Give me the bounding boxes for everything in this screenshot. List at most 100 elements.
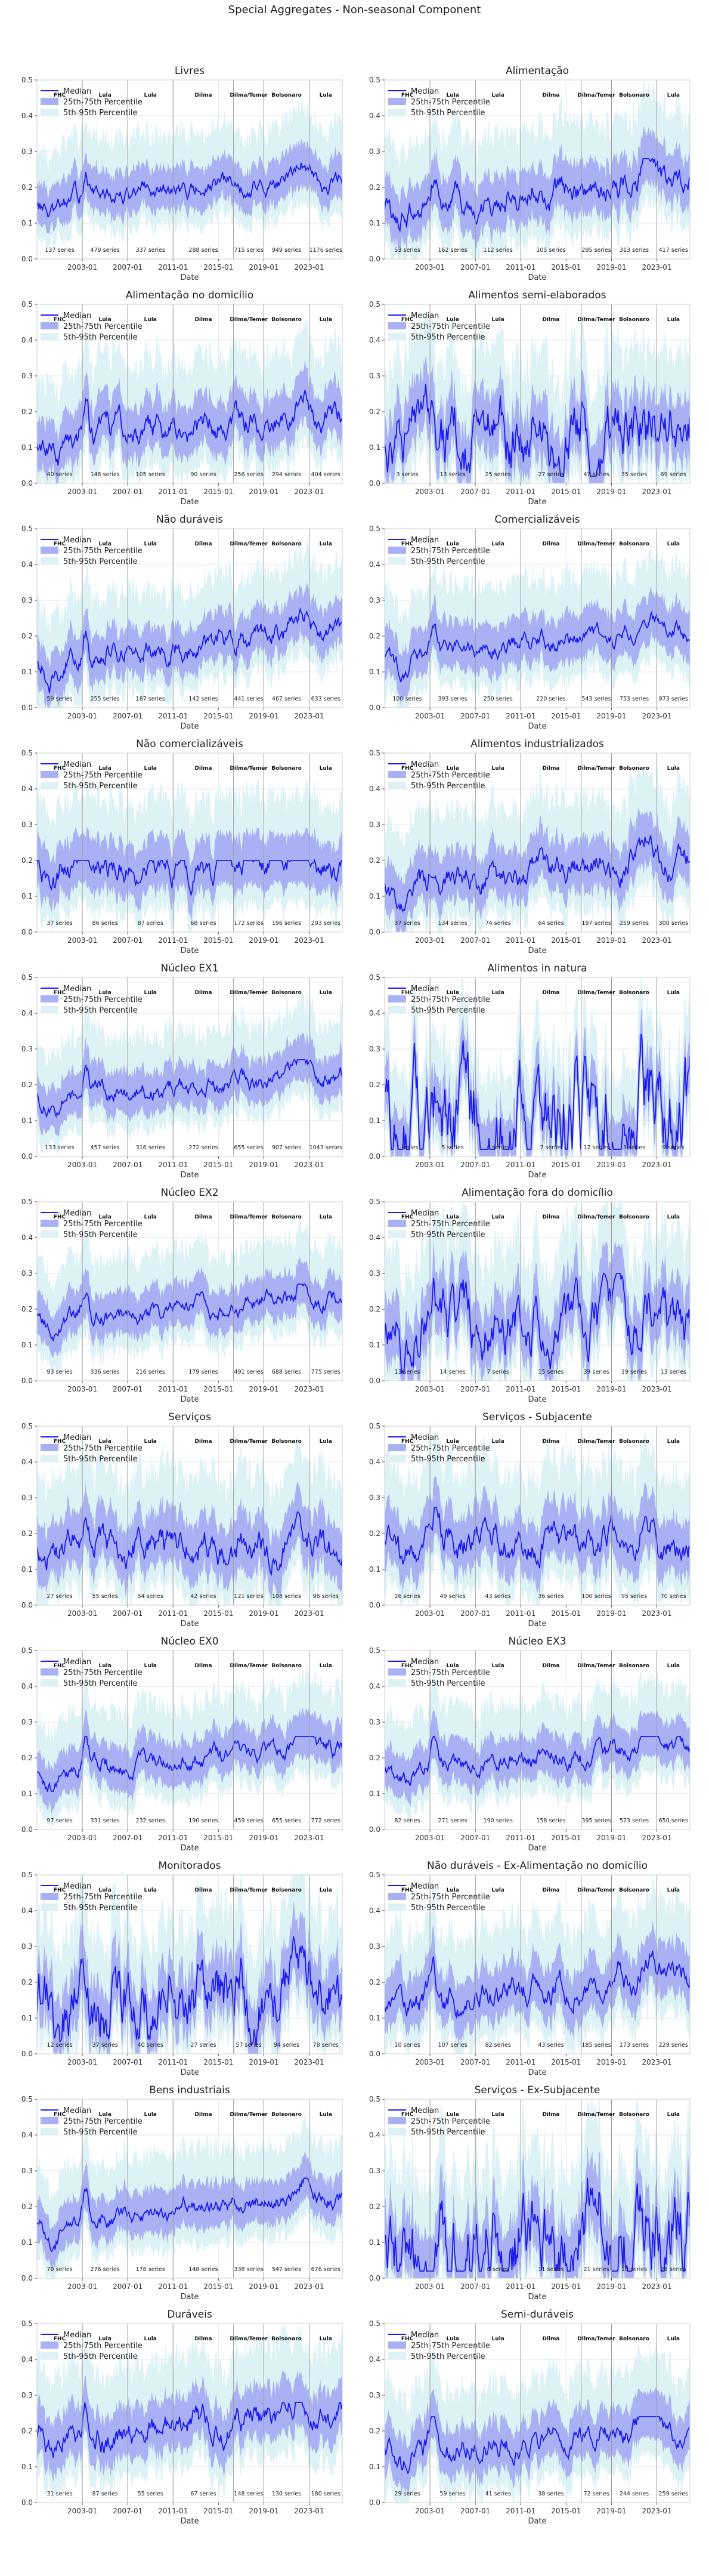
- y-tick-label: 0.2: [369, 2427, 380, 2435]
- x-tick-label: 2015-01: [551, 1161, 581, 1169]
- panel: FHC 1 series Lula 5 series Lula 6 series Dilma…: [369, 962, 691, 1180]
- y-tick-label: 0.1: [369, 2014, 380, 2022]
- era-label: Lula: [492, 541, 504, 547]
- legend-swatch-p5-95: [41, 1006, 58, 1013]
- x-tick-label: 2023-01: [294, 936, 324, 945]
- x-tick-label: 2015-01: [203, 936, 233, 945]
- legend-label: Median: [411, 536, 439, 545]
- series-count: 295 series: [581, 247, 611, 254]
- x-tick-label: 2015-01: [551, 1609, 581, 1618]
- y-tick-label: 0.5: [21, 525, 33, 533]
- era-label: Bolsonaro: [271, 1439, 302, 1445]
- series-count: 173 series: [620, 2042, 649, 2049]
- legend-swatch-iqr: [41, 995, 58, 1002]
- legend-swatch-p5-95: [388, 557, 406, 564]
- series-count: 64 series: [538, 920, 564, 927]
- legend-swatch-iqr: [388, 1220, 406, 1227]
- era-label: Bolsonaro: [271, 2112, 302, 2118]
- plot-frame: [36, 1201, 343, 1381]
- legend-swatch-p5-95: [388, 1904, 406, 1911]
- x-tick-label: 2015-01: [551, 2282, 581, 2291]
- series-count: 36 series: [538, 1593, 564, 1600]
- median-line: [385, 384, 690, 477]
- series-count: 68 series: [190, 920, 216, 927]
- x-tick-label: 2011-01: [506, 2282, 535, 2291]
- era-label: Lula: [144, 1663, 157, 1669]
- x-tick-label: 2003-01: [415, 2507, 445, 2515]
- x-tick-label: 2007-01: [460, 2282, 490, 2291]
- x-tick-label: 2019-01: [249, 712, 278, 720]
- y-tick-label: 0.4: [369, 785, 380, 793]
- x-tick-label: 2003-01: [415, 2282, 445, 2291]
- series-count: 158 series: [536, 1818, 565, 1824]
- era-label: Dilma/Temer: [230, 1214, 268, 1220]
- era-label: Dilma/Temer: [230, 1663, 268, 1669]
- era-label: Dilma/Temer: [230, 1887, 268, 1893]
- panel-title: Semi-duráveis: [501, 2309, 574, 2321]
- x-tick-label: 2019-01: [249, 2282, 278, 2291]
- x-tick-label: 2023-01: [642, 2282, 671, 2291]
- x-tick-label: 2023-01: [642, 712, 671, 720]
- y-tick-label: 0.0: [369, 479, 380, 488]
- y-tick-label: 0.3: [369, 596, 380, 604]
- era-label: FHC: [401, 990, 414, 996]
- y-tick-label: 0.3: [369, 1718, 380, 1726]
- x-tick-label: 2015-01: [551, 712, 581, 720]
- band-25th-75th-percentile: [385, 1009, 690, 1156]
- x-tick-label: 2011-01: [506, 1609, 535, 1618]
- y-tick-label: 0.3: [369, 2391, 380, 2399]
- era-label: Lula: [144, 1439, 157, 1445]
- y-tick-label: 0.3: [21, 596, 33, 604]
- y-tick-label: 0.5: [369, 2319, 380, 2328]
- series-count: 6 series: [487, 1144, 509, 1151]
- series-count: 18 series: [621, 2266, 647, 2273]
- era-label: Lula: [492, 1887, 504, 1893]
- panels-grid: FHC 137 series Lula 479 series Lula 337 serie…: [21, 65, 691, 2526]
- y-tick-label: 0.5: [369, 973, 380, 982]
- era-label: Lula: [320, 317, 332, 323]
- y-tick-label: 0.0: [369, 1152, 380, 1161]
- era-label: Dilma: [194, 1663, 212, 1669]
- x-tick-label: 2019-01: [596, 712, 626, 720]
- x-tick-label: 2003-01: [67, 2507, 97, 2515]
- legend-label: 25th-75th Percentile: [411, 322, 490, 331]
- x-tick-label: 2003-01: [67, 1385, 97, 1393]
- era-label: Bolsonaro: [271, 1663, 302, 1669]
- panel: FHC 53 series Lula 162 series Lula 112 series…: [369, 65, 691, 282]
- legend-swatch-iqr: [41, 2341, 58, 2349]
- series-count: 59 series: [47, 696, 72, 702]
- era-label: Dilma: [542, 1439, 559, 1445]
- y-tick-label: 0.4: [21, 1682, 33, 1690]
- series-count: 112 series: [484, 247, 513, 254]
- band-25th-75th-percentile: [37, 827, 342, 922]
- series-count: 97 series: [47, 1818, 72, 1824]
- x-tick-label: 2003-01: [415, 1834, 445, 1842]
- y-tick-label: 0.1: [369, 892, 380, 900]
- series-count: 338 series: [234, 2266, 263, 2273]
- era-label: Lula: [98, 92, 111, 98]
- legend-label: 5th-95th Percentile: [411, 1679, 485, 1688]
- band-25th-75th-percentile: [37, 1900, 342, 2054]
- x-tick-label: 2007-01: [113, 1161, 143, 1169]
- y-tick-label: 0.2: [21, 1081, 33, 1089]
- y-tick-label: 0.1: [369, 1565, 380, 1574]
- x-tick-label: 2023-01: [642, 936, 671, 945]
- x-tick-label: 2011-01: [158, 2282, 188, 2291]
- era-label: Lula: [492, 1439, 504, 1445]
- x-tick-label: 2003-01: [67, 2282, 97, 2291]
- median-line: [385, 158, 690, 233]
- series-count: 294 series: [272, 471, 301, 478]
- legend-label: 5th-95th Percentile: [63, 1455, 137, 1464]
- era-label: Dilma/Temer: [230, 541, 268, 547]
- y-tick-label: 0.1: [21, 1790, 33, 1798]
- series-count: 479 series: [90, 247, 119, 254]
- series-count: 54 series: [138, 1593, 163, 1600]
- series-count: 19 series: [621, 1369, 647, 1375]
- x-tick-label: 2019-01: [596, 2507, 626, 2515]
- legend-label: 5th-95th Percentile: [63, 557, 137, 566]
- era-label: Bolsonaro: [271, 1887, 302, 1893]
- era-label: Lula: [667, 766, 680, 772]
- series-count: 9 series: [662, 1144, 685, 1151]
- era-label: Lula: [144, 2112, 157, 2118]
- series-count: 15 series: [538, 1369, 564, 1375]
